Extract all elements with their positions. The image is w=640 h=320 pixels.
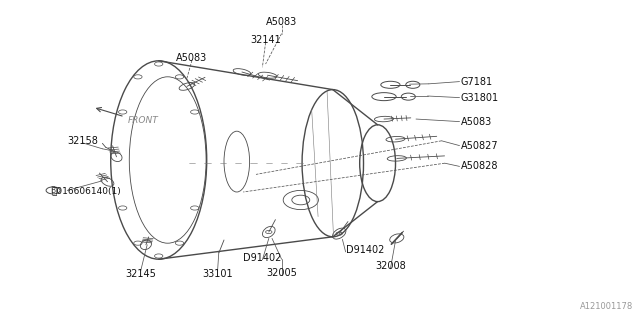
- Text: G7181: G7181: [461, 76, 493, 87]
- Text: FRONT: FRONT: [128, 116, 159, 125]
- Text: B: B: [51, 186, 56, 195]
- Text: D91402: D91402: [243, 252, 282, 263]
- Text: A5083: A5083: [266, 17, 297, 28]
- Text: 33101: 33101: [202, 268, 233, 279]
- Text: A5083: A5083: [461, 116, 492, 127]
- Text: G31801: G31801: [461, 92, 499, 103]
- Text: A121001178: A121001178: [580, 302, 634, 311]
- Text: 32141: 32141: [250, 35, 281, 45]
- Text: Ⓑ016606140(1): Ⓑ016606140(1): [51, 186, 121, 195]
- Text: 32005: 32005: [266, 268, 297, 278]
- Text: 32158: 32158: [68, 136, 99, 146]
- Text: D91402: D91402: [346, 244, 384, 255]
- Text: 32008: 32008: [375, 261, 406, 271]
- Text: A50827: A50827: [461, 140, 499, 151]
- Text: 32145: 32145: [125, 268, 156, 279]
- Text: A5083: A5083: [177, 52, 207, 63]
- Text: A50828: A50828: [461, 161, 499, 172]
